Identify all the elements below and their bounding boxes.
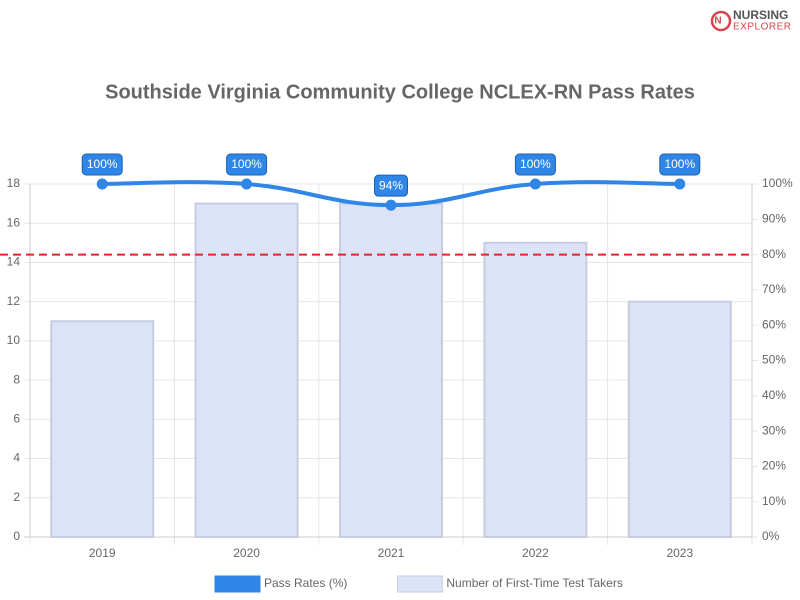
point xyxy=(96,178,108,190)
bar xyxy=(339,202,443,538)
point xyxy=(241,178,253,190)
y2-tick-label: 10% xyxy=(762,494,786,508)
data-label: 100% xyxy=(520,157,551,171)
bar xyxy=(50,320,155,538)
data-label-box xyxy=(514,153,556,176)
y-tick-label: 0 xyxy=(13,529,20,543)
y-tick-label: 10 xyxy=(7,333,21,347)
y-tick-label: 18 xyxy=(7,176,21,190)
bar xyxy=(194,202,299,538)
x-tick-label: 2020 xyxy=(233,546,260,560)
point xyxy=(529,178,541,190)
y-tick-label: 14 xyxy=(7,255,21,269)
x-tick-label: 2021 xyxy=(378,546,405,560)
legend-swatch xyxy=(214,575,261,593)
data-label: 94% xyxy=(379,178,403,192)
y2-tick-label: 40% xyxy=(762,388,786,402)
y2-tick-label: 80% xyxy=(762,247,786,261)
logo-mark: N xyxy=(714,16,721,27)
data-label-box xyxy=(374,174,408,197)
y2-tick-label: 50% xyxy=(762,353,786,367)
data-label: 100% xyxy=(231,157,262,171)
data-label-box xyxy=(659,153,701,176)
y2-tick-label: 20% xyxy=(762,459,786,473)
bar xyxy=(627,300,732,538)
legend-swatch xyxy=(396,575,443,593)
y2-tick-label: 100% xyxy=(762,176,793,190)
logo-text: NURSING xyxy=(733,8,788,22)
y-tick-label: 2 xyxy=(13,490,20,504)
bar xyxy=(483,241,588,538)
legend-label: Pass Rates (%) xyxy=(264,576,347,590)
y-tick-label: 6 xyxy=(13,412,20,426)
y-tick-label: 8 xyxy=(13,372,20,386)
data-label: 100% xyxy=(664,157,695,171)
data-label-box xyxy=(81,153,123,176)
y2-tick-label: 0% xyxy=(762,529,780,543)
data-label: 100% xyxy=(87,157,118,171)
y2-tick-label: 70% xyxy=(762,282,786,296)
y2-tick-label: 60% xyxy=(762,317,786,331)
y-tick-label: 16 xyxy=(7,215,21,229)
y-tick-label: 12 xyxy=(7,294,21,308)
x-tick-label: 2019 xyxy=(89,546,116,560)
x-tick-label: 2023 xyxy=(666,546,693,560)
y2-tick-label: 90% xyxy=(762,211,786,225)
point xyxy=(385,199,397,211)
legend-label: Number of First-Time Test Takers xyxy=(446,576,622,590)
logo-icon xyxy=(710,10,732,32)
logo: N NURSING EXPLORER xyxy=(710,8,791,33)
x-tick-label: 2022 xyxy=(522,546,549,560)
point xyxy=(674,178,686,190)
chart-title: Southside Virginia Community College NCL… xyxy=(105,81,695,103)
logo-text: EXPLORER xyxy=(733,22,791,33)
data-label-box xyxy=(226,153,268,176)
y-tick-label: 4 xyxy=(13,451,20,465)
y2-tick-label: 30% xyxy=(762,423,786,437)
